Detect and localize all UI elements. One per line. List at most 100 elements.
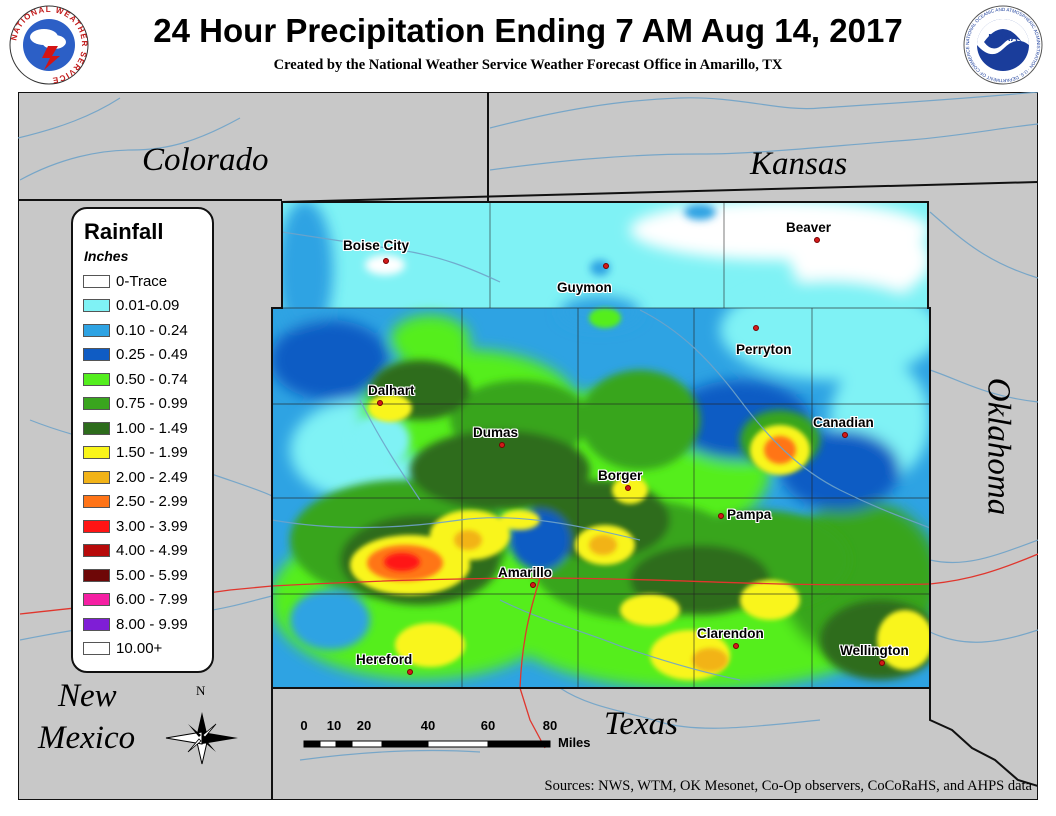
- highways-inside: [272, 577, 930, 688]
- legend-label: 8.00 - 9.99: [116, 615, 188, 633]
- legend-item: 0-Trace: [83, 269, 212, 294]
- scale-tick-20: 20: [356, 718, 372, 733]
- legend-label: 3.00 - 3.99: [116, 517, 188, 535]
- legend-label: 0.10 - 0.24: [116, 321, 188, 339]
- legend-label: 5.00 - 5.99: [116, 566, 188, 584]
- city-label: Borger: [598, 468, 643, 483]
- rainfall-field: [272, 202, 930, 688]
- legend-items: 0-Trace 0.01-0.09 0.10 - 0.24 0.25 - 0.49 0.…: [83, 269, 212, 661]
- legend-swatch: [83, 299, 110, 313]
- legend-label: 0.75 - 0.99: [116, 395, 188, 413]
- legend-item: 5.00 - 5.99: [83, 563, 212, 588]
- legend-swatch: [83, 568, 110, 582]
- legend-swatch: [83, 323, 110, 337]
- north-label: N: [196, 683, 206, 698]
- legend-swatch: [83, 544, 110, 558]
- state-label-new-mexico-line1: New: [58, 678, 117, 714]
- legend-item: 1.50 - 1.99: [83, 441, 212, 466]
- legend-swatch: [83, 446, 110, 460]
- city-marker: [733, 643, 739, 649]
- legend-item: 0.10 - 0.24: [83, 318, 212, 343]
- legend-swatch: [83, 617, 110, 631]
- legend-swatch: [83, 421, 110, 435]
- rivers-inside: [272, 231, 930, 681]
- legend-label: 1.50 - 1.99: [116, 444, 188, 462]
- legend-label: 0-Trace: [116, 272, 168, 290]
- precipitation-map: [18, 92, 1038, 800]
- legend-swatch: [83, 274, 110, 288]
- scale-bar: [303, 740, 551, 748]
- city-label: Canadian: [813, 415, 874, 430]
- data-sources: Sources: NWS, WTM, OK Mesonet, Co-Op obs…: [544, 778, 1032, 794]
- legend-title: Rainfall: [84, 219, 164, 244]
- legend-item: 4.00 - 4.99: [83, 539, 212, 564]
- legend-swatch: [83, 642, 110, 656]
- map-header: NATIONAL WEATHER SERVICE 24 Hour Precipi…: [0, 0, 1056, 92]
- city-label: Pampa: [727, 507, 772, 522]
- scale-tick-80: 80: [542, 718, 558, 733]
- city-label: Amarillo: [498, 565, 553, 580]
- scale-tick-0: 0: [300, 718, 308, 733]
- legend-item: 0.01-0.09: [83, 294, 212, 319]
- city-marker: [407, 669, 413, 675]
- city-marker: [753, 325, 759, 331]
- legend-swatch: [83, 348, 110, 362]
- legend-label: 1.00 - 1.49: [116, 419, 188, 437]
- legend-units: Inches: [84, 248, 129, 264]
- city-marker: [603, 263, 609, 269]
- legend-label: 10.00+: [116, 640, 163, 658]
- city-label: Hereford: [356, 652, 413, 667]
- legend-label: 4.00 - 4.99: [116, 542, 188, 560]
- nws-logo-icon: NATIONAL WEATHER SERVICE: [9, 5, 89, 85]
- state-label-kansas: Kansas: [750, 146, 848, 182]
- city-marker: [718, 513, 724, 519]
- city-marker: [814, 237, 820, 243]
- city-marker: [842, 432, 848, 438]
- legend-item: 3.00 - 3.99: [83, 514, 212, 539]
- city-label: Perryton: [736, 342, 792, 357]
- legend-item: 0.75 - 0.99: [83, 392, 212, 417]
- legend-label: 2.00 - 2.49: [116, 468, 188, 486]
- city-marker: [499, 442, 505, 448]
- legend-swatch: [83, 519, 110, 533]
- legend-item: 0.25 - 0.49: [83, 343, 212, 368]
- page-subtitle: Created by the National Weather Service …: [273, 57, 783, 73]
- legend-swatch: [83, 593, 110, 607]
- legend-item: 2.50 - 2.99: [83, 490, 212, 515]
- legend-item: 2.00 - 2.49: [83, 465, 212, 490]
- page-title: 24 Hour Precipitation Ending 7 AM Aug 14…: [153, 12, 903, 49]
- city-label: Wellington: [840, 643, 909, 658]
- legend-swatch: [83, 470, 110, 484]
- legend-label: 0.50 - 0.74: [116, 370, 188, 388]
- city-marker: [377, 400, 383, 406]
- city-marker: [879, 660, 885, 666]
- city-marker: [383, 258, 389, 264]
- legend-label: 2.50 - 2.99: [116, 493, 188, 511]
- legend-label: 0.01-0.09: [116, 297, 180, 315]
- state-label-colorado: Colorado: [142, 142, 269, 178]
- city-label: Boise City: [343, 238, 410, 253]
- scale-tick-40: 40: [420, 718, 436, 733]
- legend-label: 0.25 - 0.49: [116, 346, 188, 364]
- noaa-logo-text: NOAA: [988, 33, 1017, 44]
- city-marker: [530, 582, 536, 588]
- legend-item: 8.00 - 9.99: [83, 612, 212, 637]
- legend-item: 1.00 - 1.49: [83, 416, 212, 441]
- north-arrow-icon: [165, 712, 238, 765]
- city-label: Guymon: [557, 280, 612, 295]
- legend-swatch: [83, 495, 110, 509]
- rainfall-legend: Rainfall Inches 0-Trace 0.01-0.09 0.10 - 0…: [71, 207, 214, 673]
- city-marker: [625, 485, 631, 491]
- legend-label: 6.00 - 7.99: [116, 591, 188, 609]
- legend-swatch: [83, 397, 110, 411]
- scale-tick-60: 60: [480, 718, 496, 733]
- cwa-outline: [271, 201, 931, 689]
- city-label: Dumas: [473, 425, 519, 440]
- noaa-logo-icon: NOAA NATIONAL OCEANIC AND ATMOSPHERIC AD…: [963, 5, 1043, 85]
- legend-item: 0.50 - 0.74: [83, 367, 212, 392]
- state-label-texas: Texas: [604, 706, 678, 742]
- state-label-new-mexico-line2: Mexico: [38, 720, 136, 756]
- city-label: Clarendon: [697, 626, 764, 641]
- city-label: Beaver: [786, 220, 832, 235]
- legend-item: 6.00 - 7.99: [83, 588, 212, 613]
